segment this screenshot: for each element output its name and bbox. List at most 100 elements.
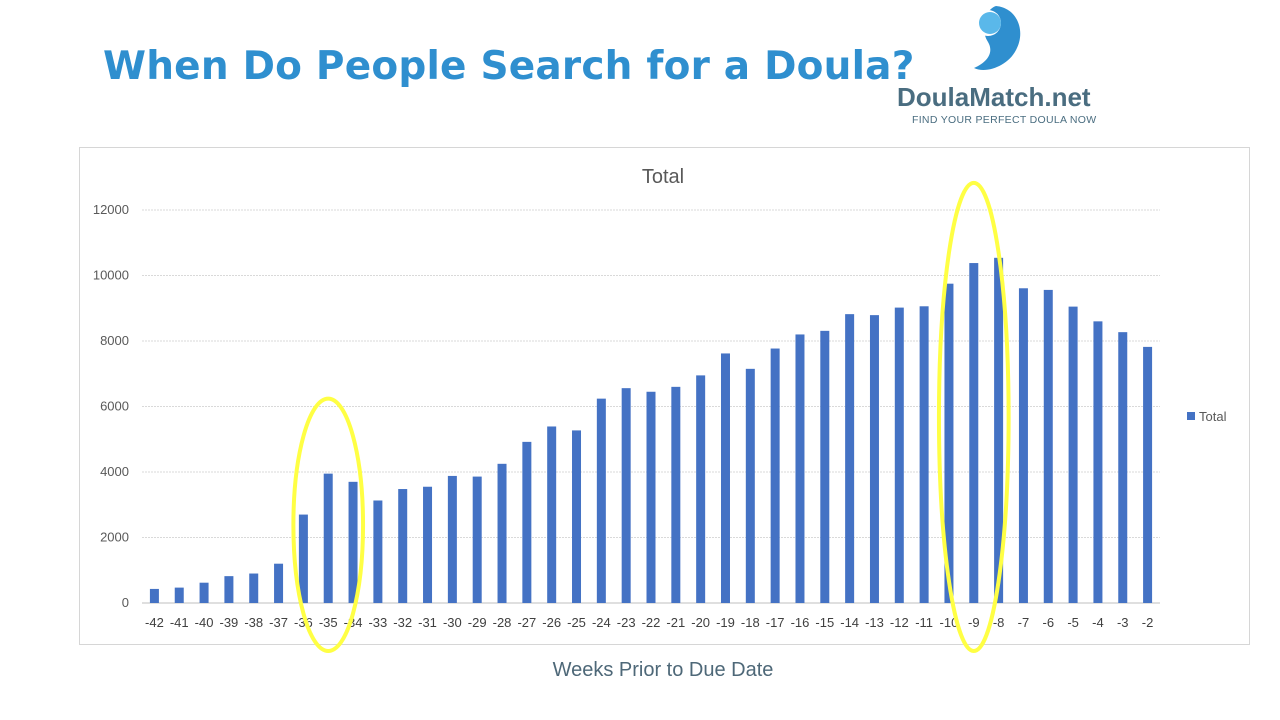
x-tick-label: -7 xyxy=(1018,615,1030,630)
bar xyxy=(174,587,184,603)
bar xyxy=(249,573,259,603)
y-tick-label: 12000 xyxy=(93,202,129,217)
x-tick-label: -21 xyxy=(666,615,685,630)
y-tick-label: 0 xyxy=(122,595,129,610)
bar xyxy=(770,348,780,603)
x-tick-label: -37 xyxy=(269,615,288,630)
x-tick-label: -13 xyxy=(865,615,884,630)
legend-label: Total xyxy=(1199,409,1227,424)
slide-title: When Do People Search for a Doula? xyxy=(103,44,915,89)
x-tick-label: -20 xyxy=(691,615,710,630)
y-tick-label: 10000 xyxy=(93,268,129,283)
bar xyxy=(720,353,730,603)
x-tick-label: -27 xyxy=(517,615,536,630)
doulamatch-logo: DoulaMatch.net FIND YOUR PERFECT DOULA N… xyxy=(892,4,1107,126)
x-tick-label: -14 xyxy=(840,615,859,630)
bar xyxy=(447,475,457,603)
x-tick-label: -12 xyxy=(890,615,909,630)
x-tick-label: -38 xyxy=(244,615,263,630)
bar xyxy=(522,441,532,603)
bar xyxy=(348,481,358,603)
bar xyxy=(274,563,284,603)
x-tick-label: -16 xyxy=(791,615,810,630)
x-tick-label: -19 xyxy=(716,615,735,630)
bar xyxy=(497,463,507,603)
highlight-ellipse xyxy=(291,396,366,653)
bar xyxy=(572,430,582,603)
x-tick-label: -22 xyxy=(642,615,661,630)
bar xyxy=(994,257,1004,603)
bar xyxy=(596,398,606,603)
bar xyxy=(149,588,159,603)
y-tick-label: 4000 xyxy=(100,464,129,479)
x-tick-label: -4 xyxy=(1092,615,1104,630)
x-tick-label: -41 xyxy=(170,615,189,630)
x-tick-label: -6 xyxy=(1042,615,1054,630)
x-tick-label: -10 xyxy=(940,615,959,630)
bar xyxy=(894,307,904,603)
x-tick-label: -40 xyxy=(195,615,214,630)
bar xyxy=(795,334,805,603)
x-tick-label: -8 xyxy=(993,615,1005,630)
logo-droplet-icon xyxy=(974,6,1021,70)
bar xyxy=(845,314,855,603)
bar xyxy=(1043,289,1053,603)
x-tick-label: -24 xyxy=(592,615,611,630)
bar xyxy=(969,263,979,603)
legend: Total xyxy=(1187,409,1227,424)
x-tick-label: -35 xyxy=(319,615,338,630)
y-tick-label: 8000 xyxy=(100,333,129,348)
y-tick-label: 2000 xyxy=(100,530,129,545)
bar xyxy=(745,368,755,603)
x-axis-label: Weeks Prior to Due Date xyxy=(552,659,774,681)
x-tick-label: -15 xyxy=(815,615,834,630)
x-tick-label: -31 xyxy=(418,615,437,630)
bar xyxy=(323,473,333,603)
bar xyxy=(820,330,830,603)
bar xyxy=(621,388,631,603)
bar xyxy=(1018,288,1028,603)
bar xyxy=(298,514,308,603)
legend-swatch xyxy=(1187,412,1195,420)
x-tick-label: -32 xyxy=(393,615,412,630)
bar xyxy=(869,315,879,603)
bar xyxy=(423,486,433,603)
bar xyxy=(696,375,706,603)
x-tick-label: -17 xyxy=(766,615,785,630)
x-tick-label: -30 xyxy=(443,615,462,630)
x-tick-label: -29 xyxy=(468,615,487,630)
logo-brand-text: DoulaMatch.net xyxy=(897,82,1091,112)
x-tick-label: -3 xyxy=(1117,615,1129,630)
x-tick-label: -26 xyxy=(542,615,561,630)
bar xyxy=(646,391,656,603)
x-tick-label: -23 xyxy=(617,615,636,630)
bar xyxy=(398,489,408,603)
x-tick-label: -9 xyxy=(968,615,980,630)
bar xyxy=(547,426,557,603)
x-tick-label: -18 xyxy=(741,615,760,630)
x-tick-label: -11 xyxy=(915,615,933,630)
chart-frame xyxy=(79,147,1250,645)
highlight-ellipses xyxy=(291,180,1011,653)
x-tick-label: -33 xyxy=(368,615,387,630)
bar xyxy=(1068,306,1078,603)
bar xyxy=(919,306,929,603)
bar xyxy=(1118,332,1128,603)
bar xyxy=(1143,346,1153,603)
bar xyxy=(671,386,681,603)
bar xyxy=(373,500,383,603)
y-axis-ticks: 0 2000 4000 6000 8000 10000 12000 xyxy=(93,202,129,610)
chart-title: Total xyxy=(642,166,684,188)
x-tick-label: -2 xyxy=(1142,615,1154,630)
bar xyxy=(944,283,954,603)
x-tick-label: -42 xyxy=(145,615,164,630)
bar xyxy=(224,576,234,603)
x-tick-label: -5 xyxy=(1067,615,1079,630)
y-tick-label: 6000 xyxy=(100,399,129,414)
x-axis-ticks: -42 -41 -40 -39 -38 -37 -36 -35 -34 -33 -32 -31 -30-… xyxy=(145,615,1153,630)
bar xyxy=(199,582,209,603)
highlight-ellipse xyxy=(936,180,1011,653)
logo-tagline: FIND YOUR PERFECT DOULA NOW xyxy=(912,114,1097,126)
bar xyxy=(472,476,482,603)
